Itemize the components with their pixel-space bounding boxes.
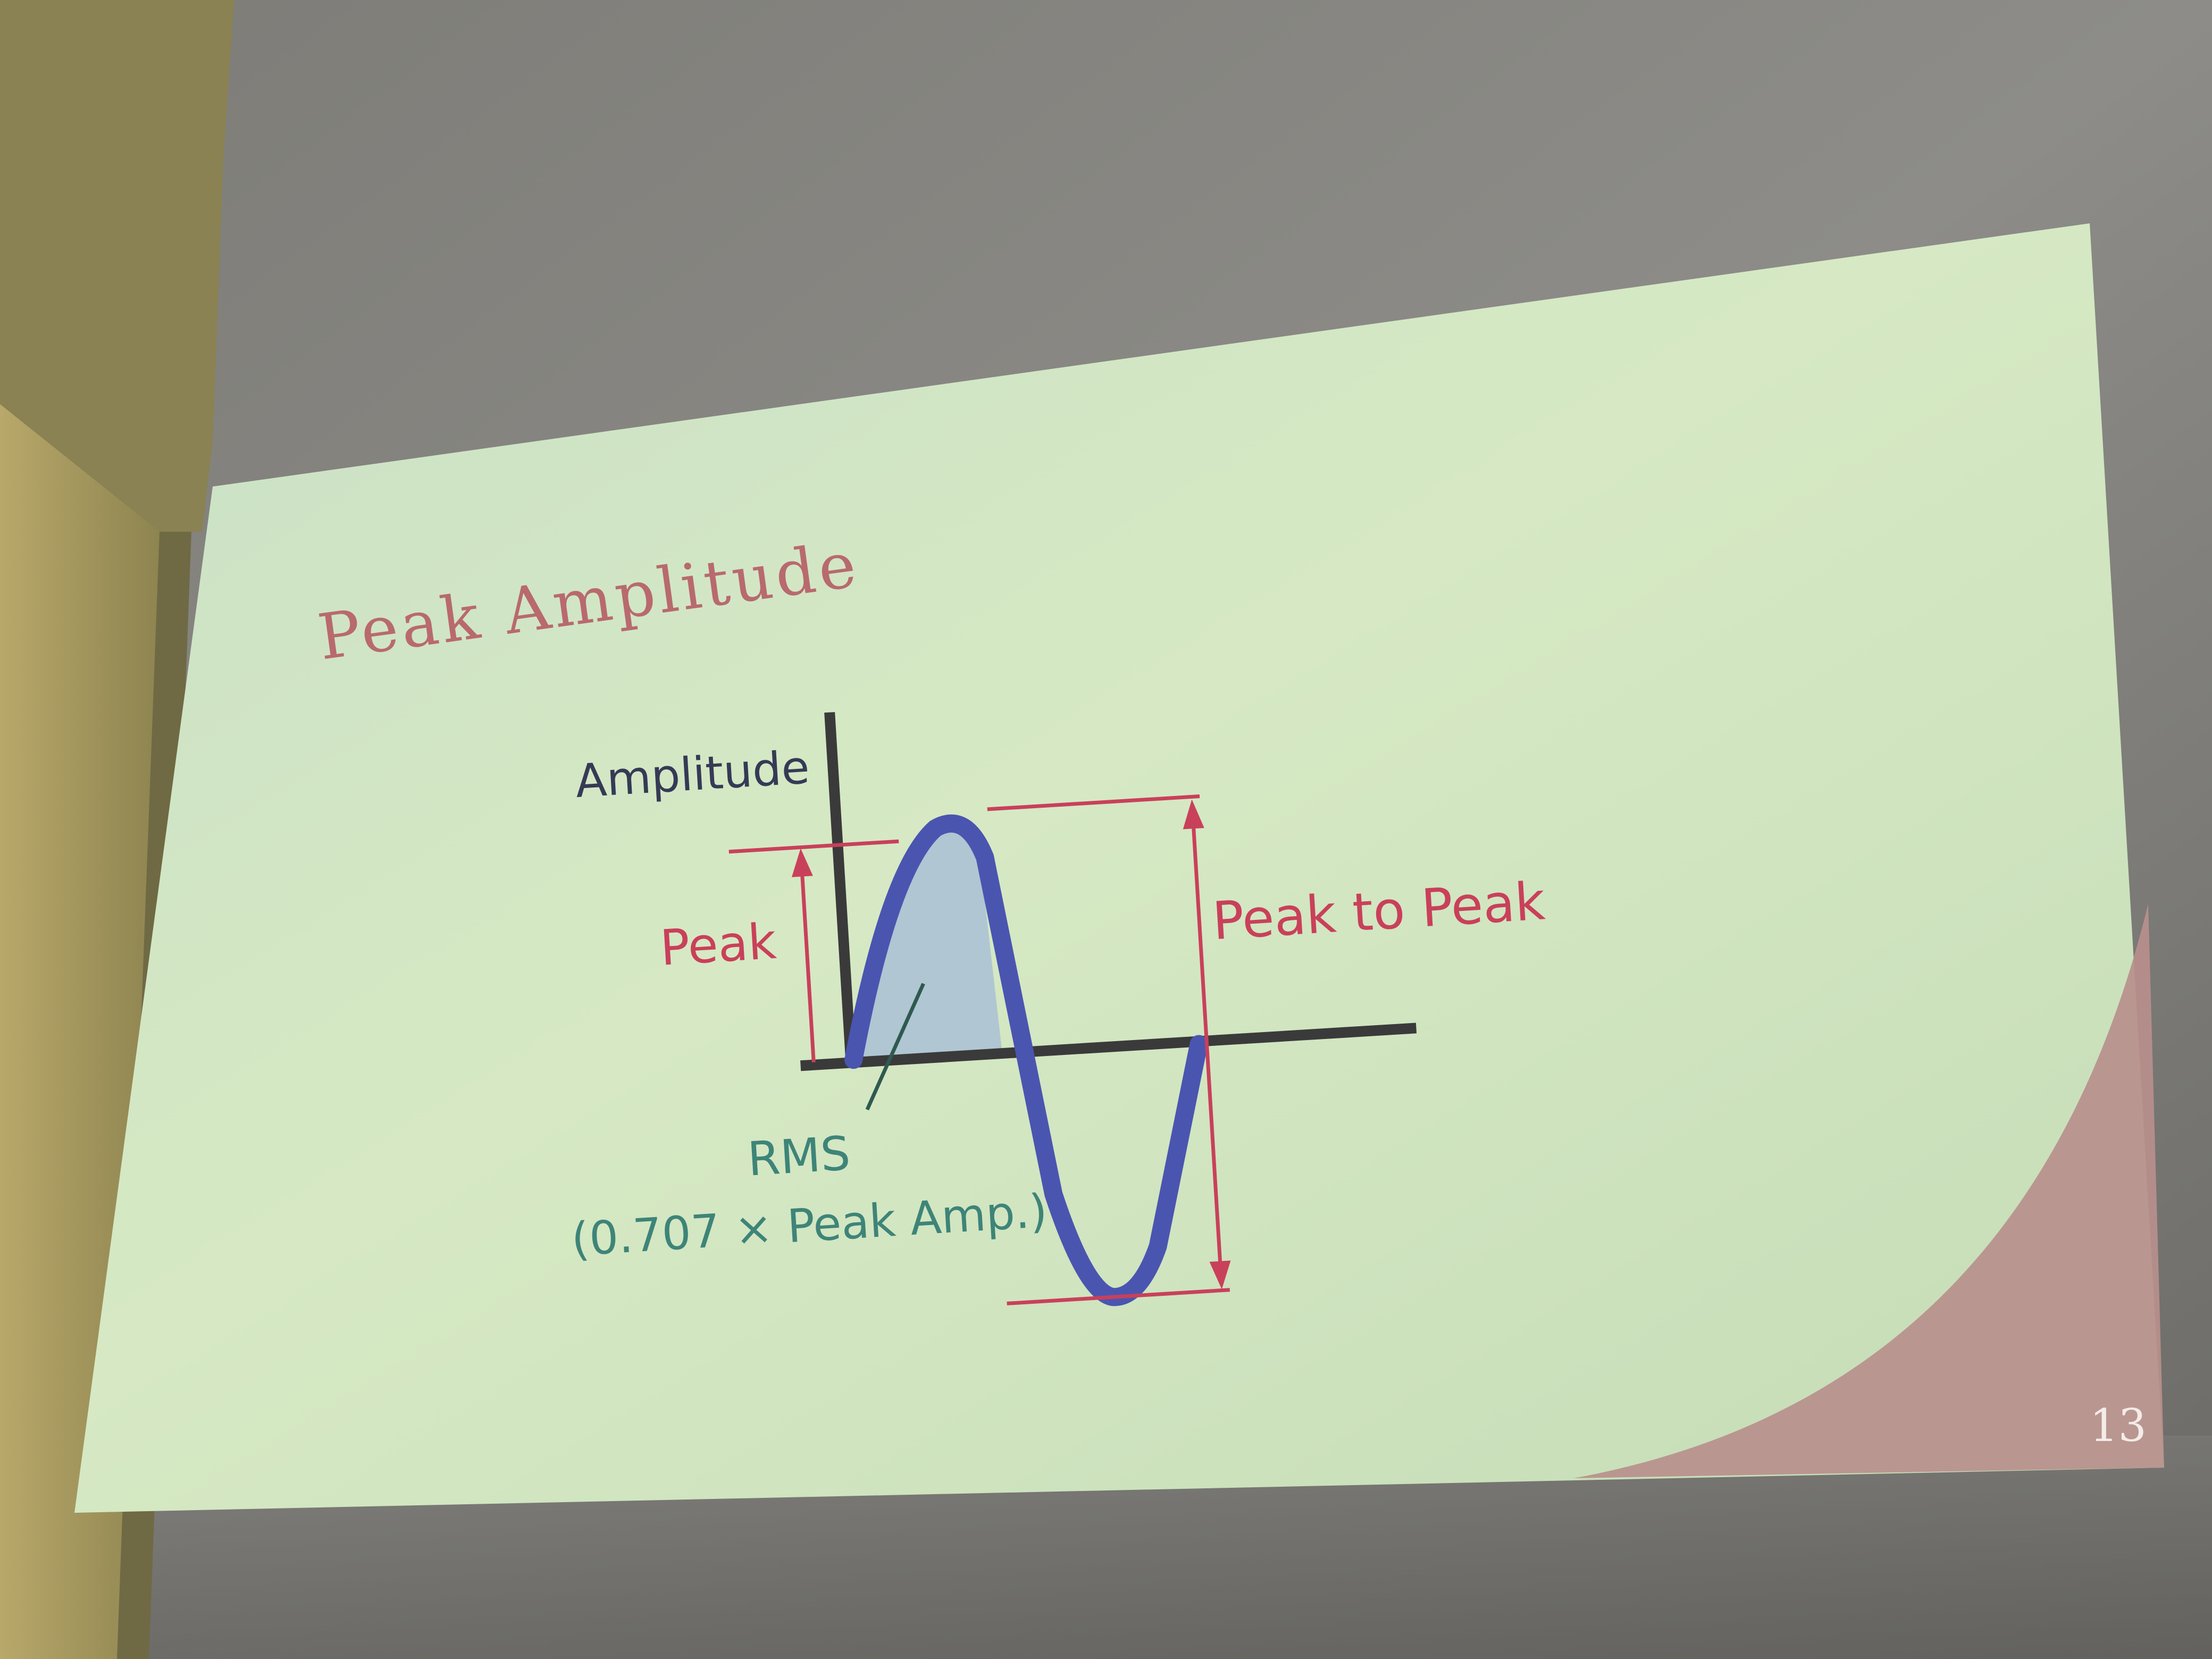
- peak-arrow-line: [799, 860, 816, 1062]
- slide-background: [74, 223, 2164, 1513]
- p2p-arrow-line: [1191, 810, 1223, 1277]
- door-frame: [0, 0, 234, 553]
- p2p-arrow-head-bottom: [1209, 1260, 1231, 1289]
- peak-arrow-head: [791, 848, 813, 877]
- rms-area-fill: [853, 828, 1002, 1060]
- slide-page-number: 13: [2090, 1400, 2147, 1452]
- p2p-arrow-head-top: [1183, 799, 1204, 830]
- p2p-bottom-line: [1007, 1288, 1230, 1305]
- slide-corner-accent: [1574, 904, 2164, 1478]
- rms-label: RMS: [746, 1126, 852, 1187]
- y-axis: [824, 712, 857, 1066]
- p2p-top-line: [987, 794, 1200, 811]
- x-axis: [800, 1023, 1417, 1071]
- peak-top-line: [728, 839, 899, 854]
- rms-pointer-line: [865, 983, 925, 1111]
- peak-label: Peak: [658, 913, 778, 977]
